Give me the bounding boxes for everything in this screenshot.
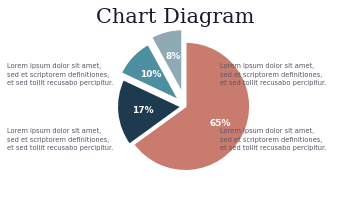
Text: Lorem ipsum dolor sit amet,
sed et scriptorem definitiones,
et sed tollit recusa: Lorem ipsum dolor sit amet, sed et scrip… <box>220 63 327 86</box>
Wedge shape <box>151 29 182 94</box>
Wedge shape <box>133 42 250 171</box>
Text: 17%: 17% <box>132 106 154 115</box>
Text: Chart Diagram: Chart Diagram <box>96 8 254 27</box>
Text: 10%: 10% <box>140 70 162 79</box>
Text: Lorem ipsum dolor sit amet,
sed et scriptorem definitiones,
et sed tollit recusa: Lorem ipsum dolor sit amet, sed et scrip… <box>7 63 113 86</box>
Text: 8%: 8% <box>165 52 180 61</box>
Wedge shape <box>117 79 182 145</box>
Text: Lorem ipsum dolor sit amet,
sed et scriptorem definitiones,
et sed tollit recusa: Lorem ipsum dolor sit amet, sed et scrip… <box>220 128 327 151</box>
Wedge shape <box>121 44 180 101</box>
Text: 65%: 65% <box>209 120 231 128</box>
Text: Lorem ipsum dolor sit amet,
sed et scriptorem definitiones,
et sed tollit recusa: Lorem ipsum dolor sit amet, sed et scrip… <box>7 128 113 151</box>
